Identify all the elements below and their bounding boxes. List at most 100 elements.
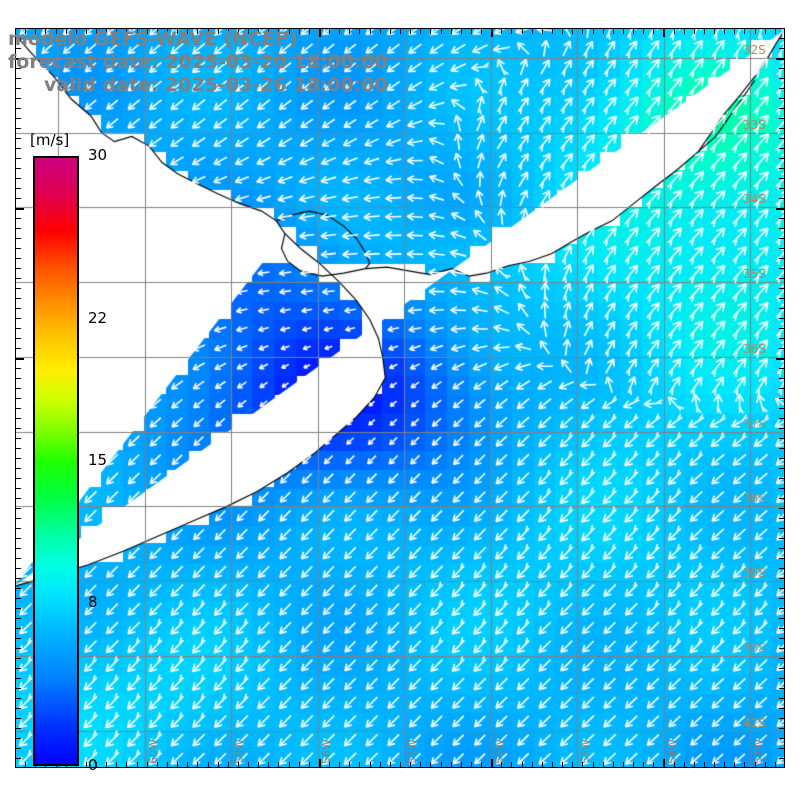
- latitude-label: 37S: [743, 416, 766, 431]
- axis-tick: [15, 762, 16, 768]
- axis-tick: [779, 138, 785, 139]
- axis-tick: [126, 762, 128, 768]
- axis-tick: [744, 28, 746, 34]
- axis-tick: [65, 28, 67, 34]
- axis-tick: [15, 528, 21, 529]
- axis-tick: [329, 762, 331, 768]
- axis-tick: [779, 148, 785, 149]
- axis-tick: [501, 28, 503, 34]
- axis-tick: [85, 762, 87, 768]
- latitude-label: 39S: [743, 566, 766, 581]
- axis-tick: [764, 28, 766, 34]
- axis-tick: [602, 762, 604, 768]
- axis-tick: [673, 762, 675, 768]
- axis-tick: [349, 762, 351, 768]
- axis-tick: [693, 28, 695, 34]
- axis-tick: [779, 578, 785, 579]
- axis-tick: [521, 28, 523, 34]
- axis-tick: [779, 518, 785, 519]
- axis-tick: [15, 648, 21, 649]
- axis-tick: [15, 668, 21, 669]
- axis-tick: [779, 628, 785, 629]
- axis-tick: [714, 28, 716, 34]
- axis-tick: [779, 28, 785, 29]
- axis-tick: [470, 762, 472, 768]
- axis-tick: [116, 762, 118, 768]
- axis-tick: [779, 318, 785, 319]
- axis-tick: [15, 568, 21, 569]
- axis-tick: [45, 28, 47, 34]
- axis-tick: [15, 628, 21, 629]
- axis-tick: [779, 258, 785, 259]
- axis-tick: [258, 762, 260, 768]
- axis-tick: [653, 28, 655, 34]
- axis-tick: [116, 28, 118, 34]
- axis-tick: [15, 458, 21, 459]
- axis-tick: [779, 78, 785, 79]
- axis-tick: [308, 762, 310, 768]
- axis-tick: [15, 598, 21, 599]
- axis-tick: [450, 762, 452, 768]
- axis-tick: [779, 308, 785, 309]
- axis-tick: [779, 158, 785, 159]
- axis-tick: [15, 268, 21, 269]
- axis-tick: [217, 762, 219, 768]
- axis-tick: [15, 168, 21, 169]
- axis-tick: [779, 438, 785, 439]
- axis-tick: [349, 28, 351, 34]
- colorbar-tick-30: 30: [88, 146, 108, 164]
- axis-tick: [779, 448, 785, 449]
- axis-tick: [15, 738, 21, 739]
- latitude-label: 33S: [743, 117, 766, 132]
- axis-tick: [15, 28, 16, 34]
- axis-tick: [420, 762, 422, 768]
- axis-tick: [15, 138, 21, 139]
- axis-tick: [227, 762, 229, 768]
- axis-tick: [15, 418, 21, 419]
- axis-tick: [779, 188, 785, 189]
- axis-tick: [15, 388, 21, 389]
- axis-tick: [339, 762, 341, 768]
- axis-tick: [779, 278, 785, 279]
- left-tick-band: [15, 28, 24, 768]
- axis-tick: [15, 538, 21, 539]
- axis-tick: [779, 748, 785, 749]
- axis-tick: [166, 762, 168, 768]
- axis-tick: [491, 28, 494, 37]
- axis-tick: [379, 762, 381, 768]
- axis-tick: [15, 608, 21, 609]
- axis-tick: [227, 28, 229, 34]
- axis-tick: [318, 759, 321, 768]
- axis-tick: [602, 28, 604, 34]
- axis-tick: [779, 338, 785, 339]
- axis-tick: [258, 28, 260, 34]
- axis-tick: [779, 678, 785, 679]
- axis-tick: [15, 118, 21, 119]
- axis-tick: [491, 759, 494, 768]
- latitude-label: 40S: [743, 640, 766, 655]
- axis-tick: [551, 28, 553, 34]
- axis-tick: [237, 28, 239, 34]
- axis-tick: [714, 762, 716, 768]
- axis-tick: [15, 488, 21, 489]
- axis-tick: [440, 28, 442, 34]
- axis-tick: [85, 28, 87, 34]
- axis-tick: [779, 618, 785, 619]
- axis-tick: [693, 762, 695, 768]
- axis-tick: [15, 558, 21, 559]
- axis-tick: [15, 208, 24, 210]
- axis-tick: [278, 28, 280, 34]
- axis-tick: [308, 28, 310, 34]
- axis-tick: [779, 128, 785, 129]
- axis-tick: [779, 88, 785, 89]
- axis-tick: [779, 688, 785, 689]
- axis-tick: [15, 258, 21, 259]
- axis-tick: [15, 48, 21, 49]
- axis-tick: [55, 28, 57, 34]
- axis-tick: [779, 648, 785, 649]
- axis-tick: [389, 28, 391, 34]
- axis-tick: [779, 48, 785, 49]
- axis-tick: [779, 568, 785, 569]
- axis-tick: [643, 762, 645, 768]
- axis-tick: [779, 408, 785, 409]
